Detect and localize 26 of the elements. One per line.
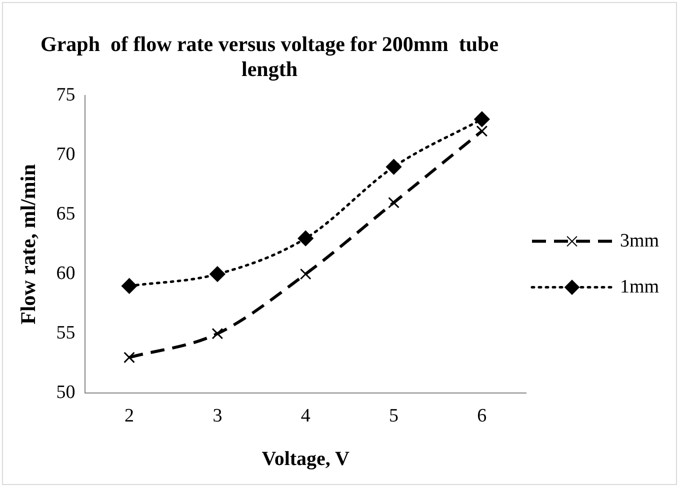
y-tick-label: 60: [56, 263, 76, 284]
chart-title: Graph of flow rate versus voltage for 200mm tube length: [40, 32, 499, 82]
y-tick-label: 70: [56, 144, 76, 165]
x-tick-label: 5: [389, 406, 399, 427]
point: [212, 328, 224, 340]
point: [300, 268, 312, 280]
legend-label: 3mm: [620, 230, 660, 252]
y-tick-label: 55: [56, 322, 76, 344]
y-axis-title: Flow rate, ml/min: [16, 164, 40, 324]
x-tick-label: 6: [477, 406, 487, 427]
y-tick-label: 75: [56, 84, 76, 106]
point: [122, 278, 138, 294]
point: [474, 111, 490, 127]
x-tick-label: 2: [124, 406, 134, 427]
point: [476, 125, 488, 137]
y-tick-label: 65: [56, 204, 76, 225]
point: [298, 230, 314, 246]
point: [388, 196, 400, 208]
point: [386, 159, 402, 175]
x-tick-label: 4: [300, 406, 311, 427]
point: [210, 266, 226, 282]
x-axis-title: Voltage, V: [262, 448, 350, 470]
point: [124, 352, 135, 364]
legend-label: 1mm: [620, 276, 660, 298]
x-tick-label: 3: [212, 406, 222, 427]
y-tick-label: 50: [56, 382, 76, 404]
